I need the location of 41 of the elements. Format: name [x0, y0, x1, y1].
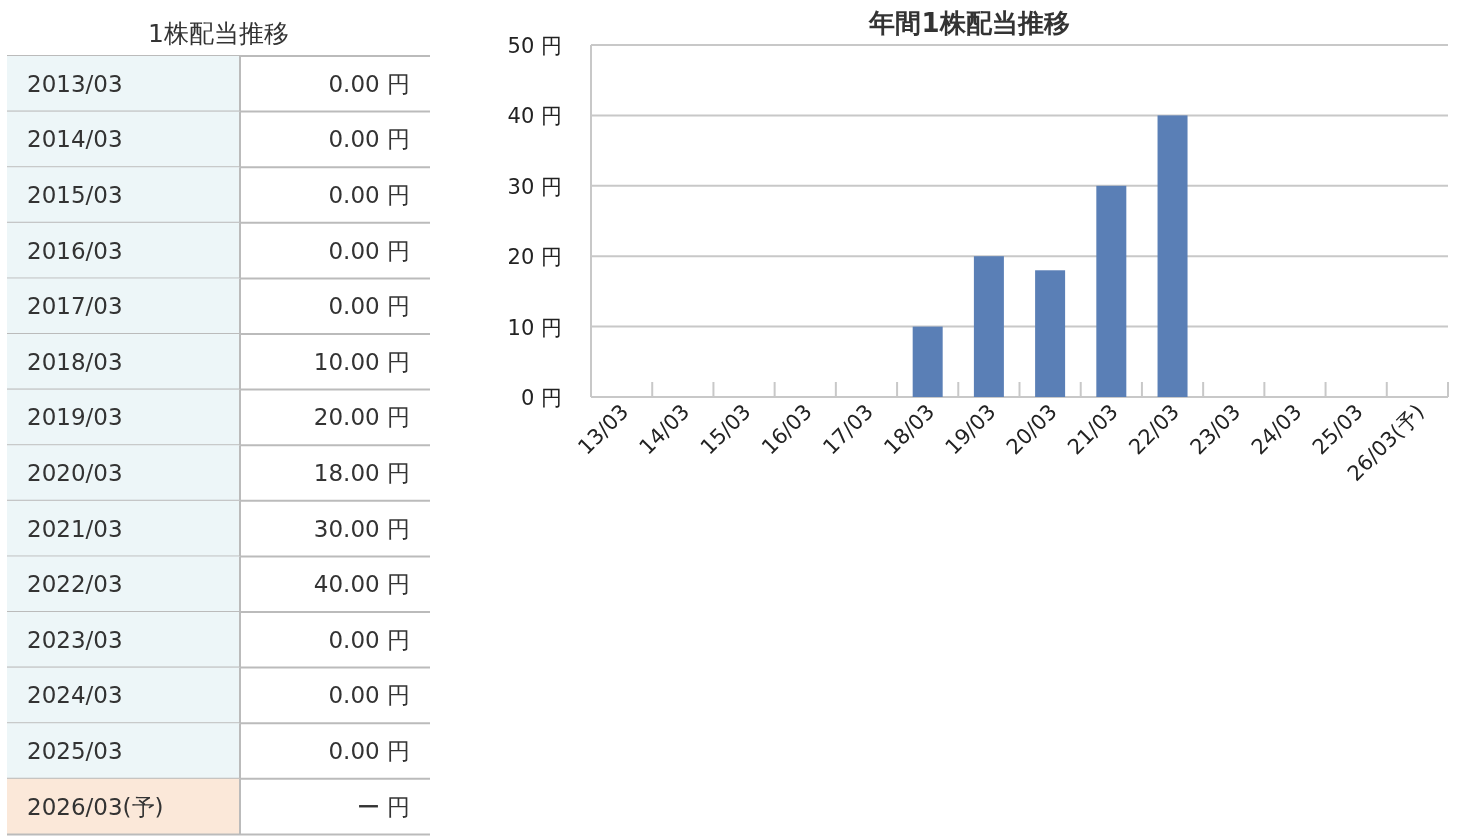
bar	[1157, 115, 1188, 397]
bar	[1096, 185, 1127, 397]
data-label: 40.00 円	[313, 571, 410, 598]
category-label: 2017/03	[27, 293, 123, 320]
bar	[912, 326, 943, 397]
data-label: 0.00 円	[328, 738, 410, 764]
category-label: 2026/03(予)	[27, 793, 164, 820]
data-label: 0.00 円	[328, 182, 410, 208]
category-label: 2024/03	[27, 682, 123, 709]
y-tick-label: 50 円	[507, 34, 562, 58]
data-label: 0.00 円	[328, 70, 410, 97]
category-label: 2020/03	[27, 460, 123, 486]
chart-title: 年間1株配当推移	[868, 8, 1070, 38]
category-label: 2022/03	[27, 571, 123, 598]
y-tick-label: 20 円	[507, 245, 562, 270]
category-label: 2014/03	[27, 126, 123, 153]
data-label: 0.00 円	[328, 237, 410, 264]
category-label: 2013/03	[27, 70, 123, 97]
category-label: 2019/03	[27, 404, 123, 431]
category-label: 2023/03	[27, 626, 123, 653]
category-label: 2021/03	[27, 515, 123, 542]
data-label: 0.00 円	[328, 293, 410, 320]
category-label: 2016/03	[27, 237, 123, 264]
y-tick-label: 10 円	[507, 315, 562, 340]
y-tick-label: 30 円	[507, 174, 562, 199]
data-label: 20.00 円	[313, 404, 410, 431]
data-label: 0.00 円	[328, 626, 410, 653]
data-label: 0.00 円	[328, 126, 410, 153]
bar	[973, 256, 1004, 397]
category-label: 2015/03	[27, 182, 123, 208]
data-label: 18.00 円	[313, 460, 410, 486]
data-label: ー 円	[356, 793, 410, 820]
data-label: 10.00 円	[313, 348, 410, 375]
y-tick-label: 0 円	[520, 386, 562, 410]
text: 1株配当推移	[148, 19, 289, 48]
category-label: 2025/03	[27, 738, 123, 764]
y-tick-label: 40 円	[507, 104, 562, 129]
data-label: 30.00 円	[313, 515, 410, 542]
category-label: 2018/03	[27, 348, 123, 375]
bar	[1035, 270, 1066, 397]
data-label: 0.00 円	[328, 682, 410, 709]
